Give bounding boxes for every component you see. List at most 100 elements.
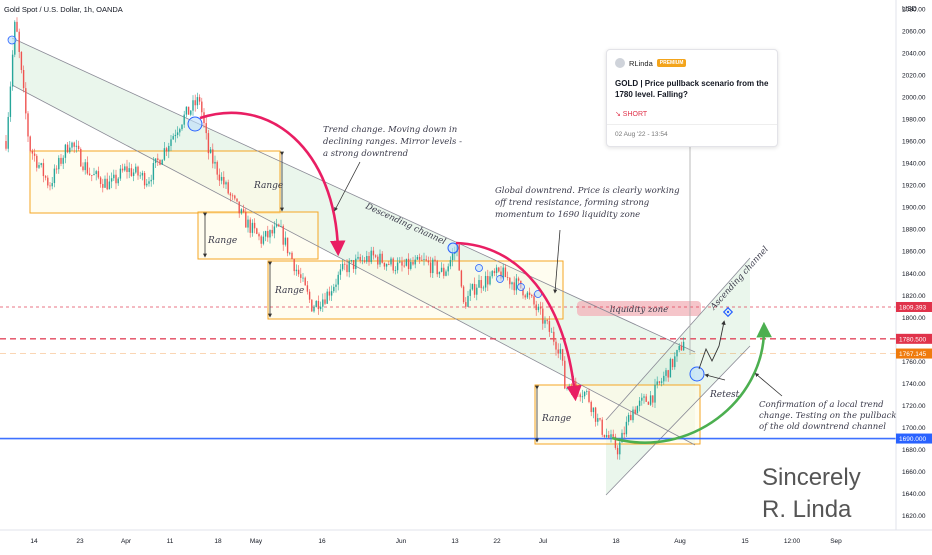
- candle-body-182: [405, 258, 408, 266]
- candle-body-16: [40, 163, 42, 166]
- candle-body-235: [522, 288, 524, 296]
- candle-body-146: [326, 291, 328, 304]
- x-tick-0: 14: [30, 538, 38, 545]
- candle-body-303: [671, 358, 674, 368]
- candle-body-238: [528, 292, 531, 296]
- idea-title[interactable]: GOLD | Price pullback scenario from the …: [615, 79, 769, 99]
- candle-body-156: [348, 261, 350, 273]
- candle-body-101: [227, 182, 229, 194]
- candle-body-276: [612, 434, 614, 437]
- candle-body-184: [410, 262, 412, 269]
- candle-body-221: [491, 271, 493, 277]
- candle-body-25: [60, 157, 62, 164]
- candle-body-162: [361, 260, 364, 262]
- candle-body-293: [649, 395, 652, 405]
- candle-body-185: [412, 262, 414, 265]
- candle-body-112: [251, 222, 254, 233]
- candle-body-241: [535, 304, 537, 311]
- candle-body-35: [82, 166, 84, 171]
- candle-body-256: [568, 385, 570, 388]
- candle-body-266: [590, 401, 592, 413]
- candle-body-217: [482, 287, 485, 289]
- candle-body-195: [434, 259, 436, 262]
- candle-body-143: [319, 306, 322, 310]
- candle-body-75: [170, 139, 172, 146]
- candle-body-261: [579, 394, 581, 398]
- candle-body-307: [680, 346, 683, 351]
- candle-body-228: [506, 277, 509, 278]
- candle-body-255: [566, 387, 568, 389]
- candle-body-151: [337, 274, 339, 285]
- idea-author[interactable]: RLinda PREMIUM: [615, 58, 687, 68]
- candle-body-301: [667, 370, 669, 378]
- candle-body-189: [421, 259, 423, 261]
- candle-body-68: [154, 158, 157, 163]
- candle-body-247: [548, 321, 551, 332]
- chart-title: Gold Spot / U.S. Dollar, 1h, OANDA: [4, 5, 123, 14]
- candle-body-84: [190, 110, 192, 115]
- candle-body-116: [260, 236, 262, 244]
- candle-body-243: [539, 306, 542, 309]
- candle-body-191: [425, 259, 427, 261]
- candle-body-144: [322, 299, 324, 307]
- descending-channel-upper: [11, 37, 696, 353]
- candle-body-117: [262, 236, 265, 244]
- candle-body-83: [187, 106, 190, 115]
- candle-body-86: [194, 100, 196, 106]
- candle-body-302: [669, 358, 672, 378]
- candle-body-158: [352, 260, 355, 270]
- trend-note: Trend change. Moving down in declining r…: [323, 125, 465, 159]
- candle-body-206: [458, 244, 460, 271]
- candle-body-107: [240, 209, 243, 214]
- y-tick-11: 1840.00: [902, 271, 926, 278]
- y-tick-14: 1900.00: [902, 205, 926, 212]
- candle-body-207: [460, 270, 463, 287]
- idea-card[interactable]: RLinda PREMIUM GOLD | Price pullback sce…: [606, 49, 778, 147]
- candle-body-108: [242, 209, 245, 213]
- candle-body-125: [280, 226, 282, 227]
- candle-body-55: [126, 166, 128, 172]
- candle-body-214: [476, 287, 478, 295]
- candle-body-20: [49, 185, 51, 187]
- candle-body-287: [636, 406, 639, 414]
- top-marker-1: [7, 35, 17, 45]
- candle-body-233: [517, 278, 520, 281]
- candle-body-192: [427, 260, 430, 263]
- candle-body-279: [619, 442, 621, 455]
- candle-body-157: [350, 260, 353, 262]
- retest-label: Retest: [709, 390, 740, 400]
- candle-body-27: [64, 144, 67, 158]
- candle-body-39: [91, 175, 93, 176]
- candle-body-91: [205, 123, 207, 134]
- candle-body-251: [557, 349, 559, 354]
- candle-body-201: [447, 266, 449, 272]
- candle-body-60: [137, 166, 139, 176]
- x-tick-10: Jul: [539, 538, 548, 545]
- candle-body-165: [368, 256, 370, 263]
- candle-body-253: [561, 349, 564, 361]
- candle-body-141: [315, 300, 317, 308]
- idea-direction: ↘ SHORT: [615, 111, 648, 118]
- candle-body-298: [660, 381, 663, 383]
- candle-body-173: [385, 264, 388, 267]
- candle-body-111: [249, 219, 251, 233]
- candle-body-183: [407, 258, 410, 269]
- candle-body-281: [623, 432, 625, 435]
- candle-body-294: [652, 395, 654, 403]
- candle-body-219: [487, 275, 489, 285]
- candle-body-1: [7, 116, 9, 149]
- y-tick-0: 1620.00: [902, 513, 926, 520]
- candle-body-5: [16, 21, 18, 32]
- y-tick-3: 1680.00: [902, 447, 926, 454]
- candle-body-137: [306, 285, 309, 292]
- candle-body-45: [104, 178, 106, 188]
- candle-body-305: [676, 349, 678, 357]
- candle-body-212: [471, 284, 474, 290]
- candle-body-188: [418, 256, 421, 260]
- candle-body-80: [181, 124, 183, 130]
- candle-body-89: [201, 101, 203, 113]
- candle-body-299: [663, 375, 665, 382]
- candle-body-289: [641, 397, 643, 401]
- candle-body-145: [324, 299, 326, 304]
